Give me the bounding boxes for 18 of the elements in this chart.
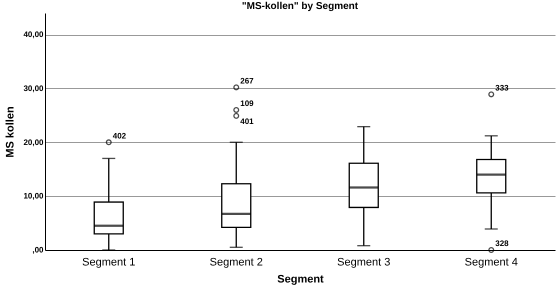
annotation: 109 [240, 98, 254, 108]
y-tick-label: 10,00 [23, 192, 44, 201]
annotation: 267 [240, 76, 254, 86]
x-axis-title: Segment [277, 274, 324, 286]
x-tick-label: Segment 3 [337, 256, 390, 268]
annotation: 402 [112, 131, 127, 140]
x-tick-label: Segment 4 [464, 256, 518, 268]
chart-title: "MS-kollen" by Segment [242, 1, 359, 12]
y-tick-label: ,00 [32, 246, 44, 254]
x-tick-label: Segment 2 [210, 256, 263, 268]
y-axis-title: MS kollen [4, 106, 16, 158]
y-tick-label: 30,00 [23, 84, 44, 93]
x-tick-label: Segment 1 [82, 256, 136, 268]
annotation: 328 [495, 239, 510, 248]
annotation: 401 [240, 116, 254, 126]
annotation: 333 [495, 83, 510, 92]
y-tick-label: 40,00 [23, 30, 44, 40]
y-tick-label: 20,00 [23, 138, 44, 147]
